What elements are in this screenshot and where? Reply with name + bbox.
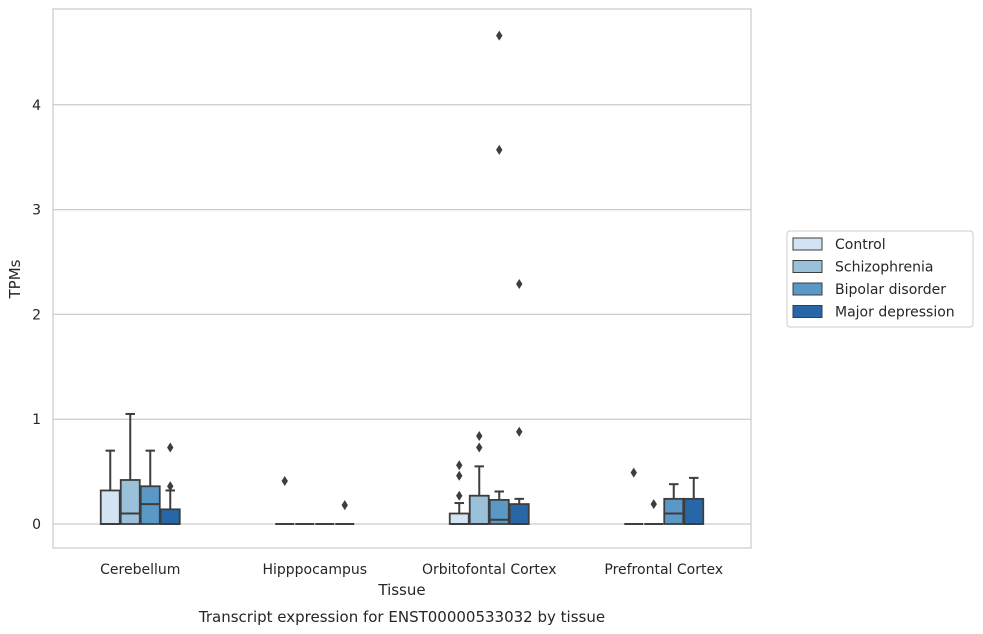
- box-iqr: [683, 497, 705, 525]
- y-tick-label: 2: [32, 307, 41, 323]
- y-tick-label: 4: [32, 98, 41, 114]
- outlier-point: [167, 442, 174, 453]
- legend: Control Schizophrenia Bipolar disorder Majo…: [786, 230, 974, 328]
- legend-swatch: [792, 305, 823, 318]
- outlier-point: [341, 500, 348, 511]
- box-iqr: [663, 497, 685, 525]
- box-major-depression: [683, 476, 705, 525]
- legend-label: Major depression: [835, 305, 955, 321]
- box-control: [275, 476, 295, 525]
- legend-swatch: [792, 260, 823, 273]
- box-iqr: [468, 494, 490, 525]
- box-iqr: [488, 498, 510, 525]
- box-schizophrenia: [644, 499, 664, 525]
- outlier-point: [496, 144, 503, 155]
- box-major-depression: [508, 279, 530, 525]
- box-iqr: [139, 485, 161, 525]
- y-tick-label: 1: [32, 412, 41, 428]
- plot-frame: [52, 8, 752, 549]
- box-control: [99, 449, 121, 525]
- legend-swatch: [792, 237, 823, 251]
- outlier-point: [476, 442, 483, 453]
- box-iqr: [508, 503, 530, 525]
- outlier-point: [281, 476, 288, 487]
- outlier-point: [456, 490, 463, 501]
- legend-label: Schizophrenia: [835, 260, 933, 276]
- x-tick-label: Cerebellum: [100, 562, 180, 578]
- x-tick-label: Hipppocampus: [262, 562, 367, 578]
- box-major-depression: [335, 500, 355, 525]
- box-iqr: [119, 479, 141, 525]
- outlier-point: [516, 279, 523, 290]
- x-tick-label: Prefrontal Cortex: [604, 562, 723, 578]
- tick-labels: 0 1 2 3 4 Cerebellum Hipppocampus Orbitofontal …: [32, 98, 723, 578]
- box-bipolar-disorder: [488, 30, 510, 525]
- legend-swatch: [792, 282, 823, 296]
- legend-frame: [786, 230, 974, 328]
- box-iqr: [159, 508, 181, 525]
- outlier-point: [516, 426, 523, 437]
- box-plots: [99, 30, 705, 525]
- box-iqr: [448, 512, 470, 525]
- box-bipolar-disorder: [139, 449, 161, 525]
- outlier-point: [476, 430, 483, 441]
- box-major-depression: [159, 442, 181, 525]
- x-axis-label: Tissue: [377, 581, 425, 599]
- legend-label: Bipolar disorder: [835, 282, 946, 298]
- outlier-point: [496, 30, 503, 41]
- box-bipolar-disorder: [663, 483, 685, 525]
- box-control: [448, 460, 470, 525]
- legend-label: Control: [835, 237, 886, 253]
- outlier-point: [630, 467, 637, 478]
- outlier-point: [456, 470, 463, 481]
- grid-lines: [53, 104, 751, 525]
- y-axis-label: TPMs: [6, 259, 24, 299]
- box-iqr: [99, 489, 121, 525]
- chart-caption: Transcript expression for ENST0000053303…: [198, 608, 605, 626]
- box-schizophrenia: [119, 412, 141, 525]
- outlier-point: [456, 460, 463, 471]
- x-tick-label: Orbitofontal Cortex: [422, 562, 557, 578]
- box-schizophrenia: [468, 430, 490, 525]
- y-tick-label: 0: [32, 517, 41, 533]
- box-control: [624, 467, 644, 525]
- outlier-point: [650, 499, 657, 510]
- y-tick-label: 3: [32, 203, 41, 219]
- outlier-point: [167, 481, 174, 492]
